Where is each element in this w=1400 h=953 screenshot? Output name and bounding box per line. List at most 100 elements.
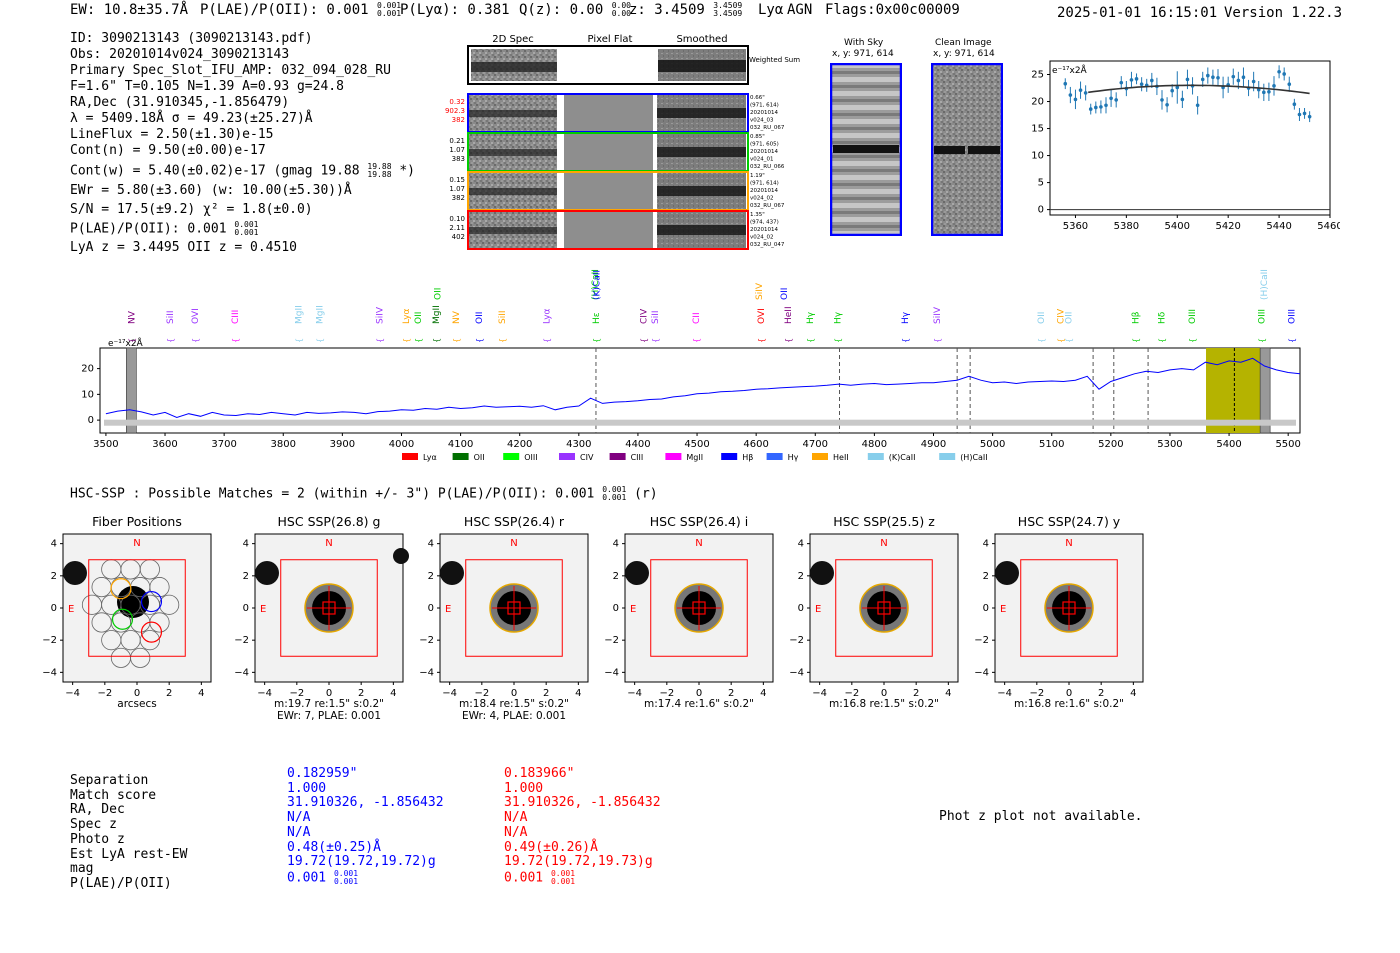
aperture-circle — [489, 583, 539, 633]
emission-line-bracket: { — [315, 338, 324, 343]
data-point — [1185, 77, 1190, 82]
legend-swatch — [665, 453, 682, 460]
data-point — [1297, 112, 1302, 117]
x-tick-label: −2 — [97, 688, 112, 699]
x-tick-label: 5460 — [1317, 221, 1340, 232]
fiber-circle — [159, 594, 180, 615]
spectrum-line — [105, 357, 1301, 419]
weighted-sum-row: Weighted Sum — [467, 45, 800, 85]
emission-line-upper-label: (K)CaII — [593, 270, 603, 300]
cutout-right-label: 1.35" — [750, 212, 765, 218]
match-value: 0.49(±0.26)Å — [504, 839, 598, 855]
data-point — [1088, 107, 1093, 111]
data-point — [1094, 105, 1098, 110]
y-tick-label: 4 — [983, 539, 989, 550]
emission-line-bracket: { — [475, 338, 484, 343]
cutout-left-label: 0.15 — [449, 176, 465, 184]
north-label: N — [695, 538, 702, 549]
cutout-right-label: v024_02 — [750, 196, 774, 202]
x-tick-label: 5200 — [1098, 439, 1123, 450]
info-line: Cont(n) = 9.50(±0.00)e-17 — [70, 143, 266, 158]
emission-line-bracket: { — [901, 338, 910, 343]
cutout-trace — [469, 227, 557, 234]
emission-line-label: Hγ — [806, 311, 816, 324]
spectra-cutouts: 2D Spec Pixel Flat Smoothed Weighted Sum… — [445, 34, 800, 250]
emission-line-label: CIV — [639, 308, 649, 324]
info-line: S/N = 17.5(±9.2) χ² = 1.8(±0.0) — [70, 201, 313, 217]
emission-line-bracket: { — [1158, 338, 1167, 343]
cutout-right-label: 032_RU_066 — [750, 164, 785, 170]
hsc-summary-text: HSC-SSP : Possible Matches = 2 (within +… — [70, 486, 595, 502]
panel-caption: m:18.4 re:1.5" s:0.2" — [459, 698, 569, 710]
cutout-right-label: v024_03 — [750, 118, 774, 124]
aperture-circle — [1044, 583, 1094, 633]
legend-label: OIII — [524, 453, 537, 462]
data-point — [1104, 103, 1108, 108]
match-label: Match score — [70, 787, 157, 803]
legend-swatch — [503, 453, 520, 460]
data-point — [1175, 85, 1180, 90]
cutout-trace — [469, 149, 557, 156]
x-tick-label: 5380 — [1114, 221, 1139, 232]
fiber-circle-4 — [140, 621, 163, 643]
hsc-summary: HSC-SSP : Possible Matches = 2 (within +… — [70, 486, 658, 502]
hsc-summary-lo: 0.001 — [602, 493, 627, 502]
y-tick-label: 0 — [798, 603, 804, 614]
header-agn: AGN — [787, 2, 813, 18]
emission-line-bracket: { — [933, 338, 942, 343]
emission-line-label: SiII — [166, 310, 176, 324]
header-plae-text: P(LAE)/P(OII): 0.001 — [200, 2, 369, 18]
center-square — [322, 601, 336, 615]
y-axis-label: e⁻¹⁷x2Å — [108, 337, 144, 349]
data-point — [1119, 80, 1124, 85]
emission-line-bracket: { — [376, 338, 385, 343]
fiber-circle — [149, 577, 170, 598]
x-tick-label: 0 — [326, 688, 332, 699]
match-value-plae: 0.001 0.001 0.001 — [287, 869, 444, 886]
emission-line-label: Hγ — [834, 311, 844, 324]
x-tick-label: −4 — [257, 688, 272, 699]
info-block: ID: 3090213143 (3090213143.pdf) Obs: 202… — [70, 31, 415, 256]
cutout-right-label: 032_RU_047 — [750, 242, 785, 248]
x-tick-label: 4 — [760, 688, 766, 699]
panel-title: Fiber Positions — [92, 514, 182, 529]
north-label: N — [133, 538, 140, 549]
blue-frac-lo: 0.001 — [333, 876, 359, 886]
data-point — [1063, 81, 1068, 86]
x-tick-label: 2 — [166, 688, 172, 699]
emission-line-bracket: { — [414, 338, 423, 343]
match-value: 19.72(19.72,19.72)g — [287, 854, 436, 870]
legend-swatch — [867, 453, 884, 460]
y-tick-label: 20 — [81, 364, 94, 375]
with-sky-image — [830, 63, 902, 236]
emission-line-label: CIII — [231, 310, 241, 324]
emission-line-upper-label: OII — [434, 288, 444, 300]
photz-message: Phot z plot not available. — [939, 809, 1143, 824]
panel-title: HSC SSP(25.5) z — [833, 514, 935, 529]
y-tick-label: 25 — [1031, 70, 1044, 81]
header-plya: P(Lyα): 0.381 — [400, 2, 510, 18]
y-tick-label: −4 — [604, 667, 619, 678]
gmag-hi: 19.88 — [367, 162, 392, 171]
x-tick-label: 5500 — [1275, 439, 1300, 450]
match-value: 31.910326, -1.856432 — [287, 795, 444, 811]
x-tick-label: 0 — [881, 688, 887, 699]
legend-label: CIV — [580, 453, 594, 462]
match-label: P(LAE)/P(OII) — [70, 875, 172, 891]
info-line: Primary Spec_Slot_IFU_AMP: 032_094_028_R… — [70, 63, 391, 78]
info-line: LyA z = 3.4495 OII z = 0.4510 — [70, 240, 297, 255]
y-tick-label: 4 — [51, 539, 57, 550]
match-value: 0.48(±0.25)Å — [287, 839, 381, 855]
cutout-right-label: 1.19" — [750, 173, 765, 179]
header-line: Lyα — [758, 2, 784, 18]
header-z-hi: 3.4509 — [713, 1, 743, 10]
cutout-right-label: 032_RU_067 — [750, 125, 785, 131]
legend-label: Lyα — [423, 453, 437, 462]
emission-line-bracket: { — [402, 338, 411, 343]
panel-title: HSC SSP(24.7) y — [1018, 514, 1121, 529]
north-label: N — [880, 538, 887, 549]
legend-swatch — [402, 453, 418, 460]
match-label: RA, Dec — [70, 802, 125, 818]
